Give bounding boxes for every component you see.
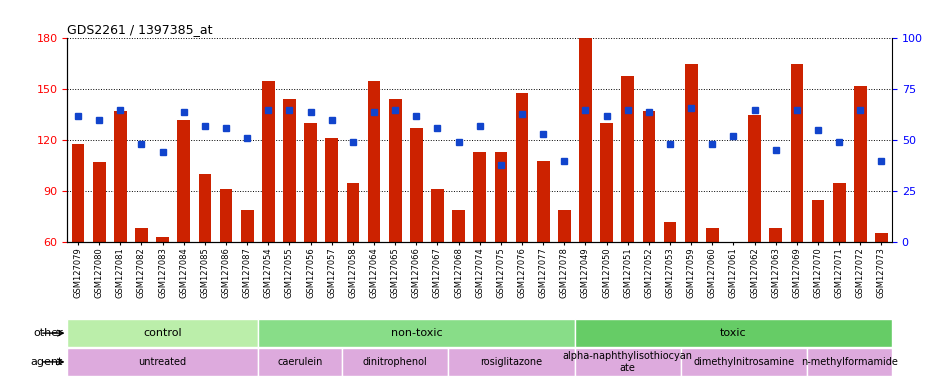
Bar — [135, 228, 148, 242]
Bar — [575, 319, 891, 347]
Text: n-methylformamide: n-methylformamide — [800, 357, 898, 367]
Text: caerulein: caerulein — [277, 357, 322, 367]
Text: dinitrophenol: dinitrophenol — [362, 357, 427, 367]
Bar — [262, 81, 274, 242]
Bar — [388, 99, 402, 242]
Bar — [832, 182, 844, 242]
Text: agent: agent — [30, 357, 63, 367]
Bar — [257, 319, 575, 347]
Bar — [447, 348, 575, 376]
Bar — [680, 348, 807, 376]
Bar — [67, 348, 257, 376]
Bar — [283, 99, 296, 242]
Bar — [198, 174, 211, 242]
Bar — [93, 162, 106, 242]
Text: alpha-naphthylisothiocyan
ate: alpha-naphthylisothiocyan ate — [563, 351, 692, 373]
Bar — [536, 161, 548, 242]
Bar — [342, 348, 447, 376]
Bar — [853, 86, 866, 242]
Text: untreated: untreated — [139, 357, 186, 367]
Bar — [621, 76, 634, 242]
Bar — [557, 210, 570, 242]
Bar — [156, 237, 168, 242]
Bar — [790, 64, 802, 242]
Bar — [257, 348, 342, 376]
Bar — [748, 115, 760, 242]
Bar — [705, 228, 718, 242]
Text: control: control — [143, 328, 182, 338]
Bar — [410, 128, 422, 242]
Bar — [304, 123, 316, 242]
Text: toxic: toxic — [720, 328, 746, 338]
Bar — [325, 139, 338, 242]
Bar — [494, 152, 506, 242]
Bar — [575, 348, 680, 376]
Text: non-toxic: non-toxic — [390, 328, 442, 338]
Bar — [114, 111, 126, 242]
Bar — [811, 200, 824, 242]
Bar — [346, 182, 358, 242]
Bar — [219, 189, 232, 242]
Bar — [600, 123, 612, 242]
Bar — [452, 210, 464, 242]
Bar — [367, 81, 380, 242]
Bar — [642, 111, 654, 242]
Text: rosiglitazone: rosiglitazone — [480, 357, 542, 367]
Text: dimethylnitrosamine: dimethylnitrosamine — [693, 357, 794, 367]
Bar — [768, 228, 782, 242]
Bar — [177, 120, 190, 242]
Bar — [578, 35, 592, 242]
Bar — [431, 189, 444, 242]
Bar — [67, 319, 257, 347]
Text: GDS2261 / 1397385_at: GDS2261 / 1397385_at — [67, 23, 212, 36]
Bar — [807, 348, 891, 376]
Bar — [663, 222, 676, 242]
Bar — [684, 64, 696, 242]
Bar — [72, 144, 84, 242]
Bar — [473, 152, 486, 242]
Bar — [241, 210, 254, 242]
Text: other: other — [33, 328, 63, 338]
Bar — [726, 242, 739, 284]
Bar — [874, 233, 886, 242]
Bar — [515, 93, 528, 242]
